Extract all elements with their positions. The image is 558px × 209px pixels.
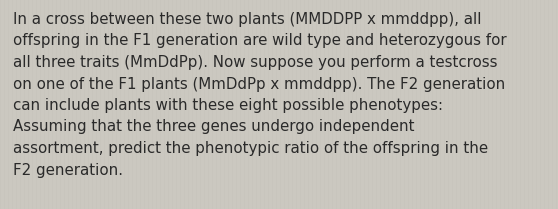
Text: Assuming that the three genes undergo independent: Assuming that the three genes undergo in… [13, 120, 415, 135]
Text: on one of the F1 plants (MmDdPp x mmddpp). The F2 generation: on one of the F1 plants (MmDdPp x mmddpp… [13, 76, 505, 92]
Text: all three traits (MmDdPp). Now suppose you perform a testcross: all three traits (MmDdPp). Now suppose y… [13, 55, 498, 70]
Text: assortment, predict the phenotypic ratio of the offspring in the: assortment, predict the phenotypic ratio… [13, 141, 488, 156]
Text: can include plants with these eight possible phenotypes:: can include plants with these eight poss… [13, 98, 443, 113]
Text: offspring in the F1 generation are wild type and heterozygous for: offspring in the F1 generation are wild … [13, 33, 507, 48]
Text: F2 generation.: F2 generation. [13, 163, 123, 177]
Text: In a cross between these two plants (MMDDPP x mmddpp), all: In a cross between these two plants (MMD… [13, 12, 482, 27]
